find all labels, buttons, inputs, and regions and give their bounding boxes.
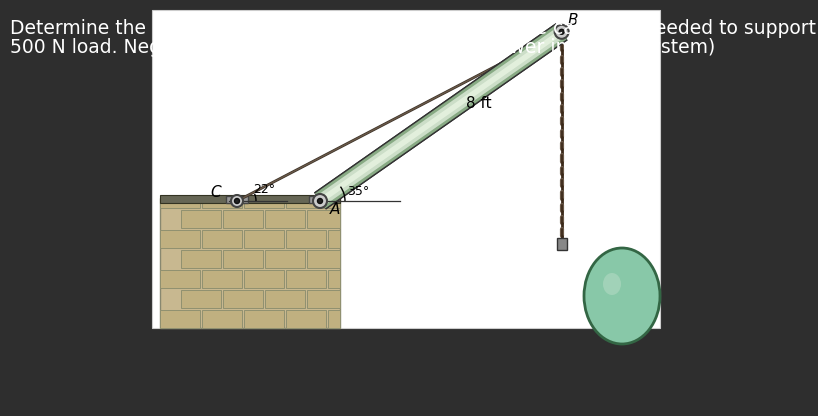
- Bar: [202, 198, 242, 208]
- Ellipse shape: [584, 248, 660, 344]
- Text: Determine the magnitude of force at the pin: Determine the magnitude of force at the …: [10, 19, 433, 38]
- Bar: [328, 230, 340, 248]
- Text: 8 ft: 8 ft: [465, 97, 492, 111]
- Text: AB.: AB.: [427, 38, 463, 57]
- Bar: [307, 290, 340, 308]
- Bar: [152, 10, 660, 328]
- Bar: [202, 310, 242, 328]
- Bar: [160, 195, 340, 203]
- Bar: [160, 198, 200, 208]
- Bar: [328, 310, 340, 328]
- Circle shape: [235, 198, 240, 203]
- Bar: [328, 198, 340, 208]
- Text: C: C: [210, 185, 221, 200]
- Bar: [160, 310, 200, 328]
- Bar: [265, 210, 305, 228]
- Text: 35°: 35°: [347, 185, 369, 198]
- Bar: [181, 250, 221, 268]
- Circle shape: [313, 194, 327, 208]
- Text: and in the cable: and in the cable: [446, 19, 609, 38]
- Text: BC: BC: [609, 19, 637, 38]
- Bar: [286, 198, 326, 208]
- Bar: [328, 270, 340, 288]
- Bar: [160, 230, 200, 248]
- Ellipse shape: [603, 273, 621, 295]
- Bar: [244, 230, 284, 248]
- Bar: [181, 290, 221, 308]
- Bar: [181, 210, 221, 228]
- Text: B: B: [568, 13, 578, 28]
- Bar: [307, 210, 340, 228]
- Bar: [307, 250, 340, 268]
- Text: (answer in metric system): (answer in metric system): [463, 38, 715, 57]
- Text: 500 N load. Neglect the weight of the boom: 500 N load. Neglect the weight of the bo…: [10, 38, 427, 57]
- Bar: [223, 210, 263, 228]
- Bar: [223, 250, 263, 268]
- Bar: [202, 230, 242, 248]
- Circle shape: [555, 25, 569, 39]
- Text: 22°: 22°: [253, 183, 275, 196]
- Bar: [244, 270, 284, 288]
- Bar: [160, 270, 200, 288]
- Bar: [223, 290, 263, 308]
- Bar: [265, 290, 305, 308]
- Bar: [244, 310, 284, 328]
- Text: A: A: [433, 19, 446, 38]
- Text: needed to support the: needed to support the: [637, 19, 818, 38]
- Circle shape: [317, 198, 322, 203]
- Bar: [265, 250, 305, 268]
- Bar: [244, 198, 284, 208]
- Bar: [202, 270, 242, 288]
- Circle shape: [560, 29, 564, 34]
- Bar: [557, 238, 567, 250]
- Circle shape: [231, 195, 243, 207]
- Bar: [286, 230, 326, 248]
- Bar: [286, 270, 326, 288]
- Bar: [309, 196, 331, 203]
- Bar: [160, 198, 340, 328]
- Bar: [286, 310, 326, 328]
- Text: A: A: [330, 202, 340, 217]
- Bar: [226, 196, 248, 203]
